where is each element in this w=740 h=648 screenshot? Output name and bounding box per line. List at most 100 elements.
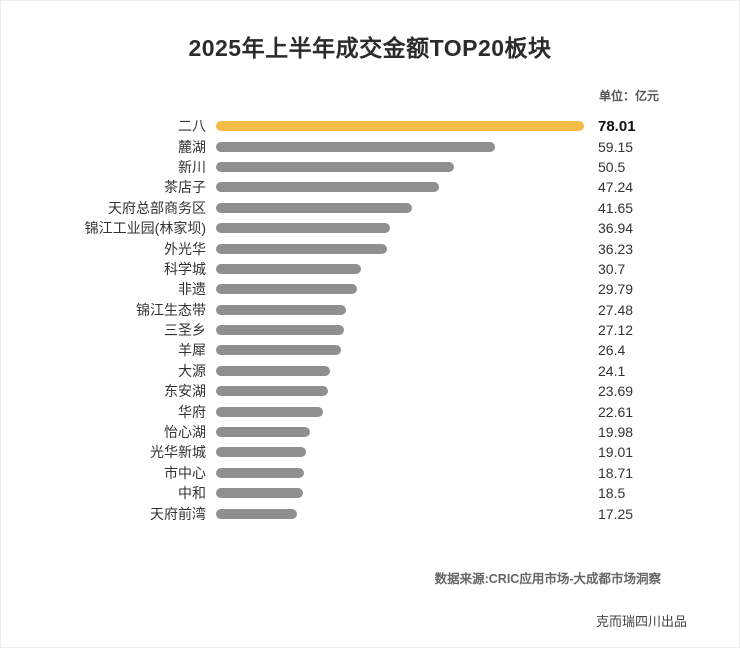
bar-value: 19.01 (598, 444, 634, 461)
bar-row: 大源 24.1 (1, 361, 739, 381)
bar (216, 345, 341, 356)
bar-row: 三圣乡 27.12 (1, 320, 739, 340)
bar-value: 36.94 (598, 220, 634, 237)
bar (216, 508, 298, 519)
bar-label: 外光华 (164, 240, 206, 257)
bar (216, 406, 323, 417)
bar (216, 386, 328, 397)
bar-track (216, 223, 584, 234)
bar-value: 27.48 (598, 301, 634, 318)
bar-label: 二八 (178, 118, 206, 135)
bar-track (216, 161, 584, 172)
chart-title: 2025年上半年成交金额TOP20板块 (188, 35, 552, 61)
bar-row: 天府总部商务区 41.65 (1, 198, 739, 218)
publisher-credit: 克而瑞四川出品 (595, 613, 687, 629)
bar-track (216, 243, 584, 254)
bar-label: 锦江工业园(林家坝) (84, 220, 206, 237)
bar-row: 天府前湾 17.25 (1, 503, 739, 523)
bar-track (216, 263, 584, 274)
bar-track (216, 365, 584, 376)
bar-value: 23.69 (598, 383, 634, 400)
bar-value: 36.23 (598, 240, 634, 257)
bar-value: 78.01 (598, 117, 636, 135)
bar-row: 非遗 29.79 (1, 279, 739, 299)
bar-value: 29.79 (598, 281, 634, 298)
bar-row: 怡心湖 19.98 (1, 422, 739, 442)
bar-label: 天府前湾 (150, 505, 206, 522)
bar-label: 非遗 (178, 281, 206, 298)
bar-value: 18.5 (598, 485, 626, 502)
bar-track (216, 202, 584, 213)
bar-track (216, 121, 584, 132)
bar-value: 50.5 (598, 158, 626, 175)
bar-label: 茶店子 (164, 179, 206, 196)
bar-value: 47.24 (598, 179, 634, 196)
bar-label: 光华新城 (150, 444, 206, 461)
bar-label: 三圣乡 (164, 322, 206, 339)
bar-row: 锦江生态带 27.48 (1, 300, 739, 320)
bar-row: 光华新城 19.01 (1, 442, 739, 462)
bar-row: 中和 18.5 (1, 483, 739, 503)
bar-track (216, 508, 584, 519)
bar-label: 天府总部商务区 (108, 199, 206, 216)
bar-row: 市中心 18.71 (1, 463, 739, 483)
bar-row: 茶店子 47.24 (1, 177, 739, 197)
bar (216, 243, 387, 254)
bar-label: 中和 (178, 485, 206, 502)
bar (216, 325, 344, 336)
bar (216, 427, 311, 438)
bar (216, 121, 584, 132)
bar-row: 东安湖 23.69 (1, 381, 739, 401)
bar-label: 锦江生态带 (136, 301, 206, 318)
bar-label: 华府 (178, 403, 206, 420)
bar-label: 市中心 (164, 464, 206, 481)
bar-track (216, 304, 584, 315)
bar (216, 488, 304, 499)
bar (216, 223, 391, 234)
bar-row: 锦江工业园(林家坝) 36.94 (1, 218, 739, 238)
bar (216, 202, 413, 213)
bar-row: 科学城 30.7 (1, 259, 739, 279)
bar-track (216, 182, 584, 193)
bar (216, 467, 305, 478)
bar (216, 141, 496, 152)
data-source-note: 数据来源:CRIC应用市场-大成都市场洞察 (434, 571, 661, 586)
bar-row: 华府 22.61 (1, 401, 739, 421)
bar-row: 二八 78.01 (1, 116, 739, 136)
bar-value: 17.25 (598, 505, 634, 522)
bar-value: 18.71 (598, 464, 634, 481)
bar-label: 科学城 (164, 260, 206, 277)
bar-label: 新川 (178, 158, 206, 175)
bar-track (216, 284, 584, 295)
bar-value: 19.98 (598, 424, 634, 441)
bar-value: 27.12 (598, 322, 634, 339)
bar (216, 263, 361, 274)
bar-row: 羊犀 26.4 (1, 340, 739, 360)
bar (216, 284, 357, 295)
bar-track (216, 427, 584, 438)
bar-track (216, 488, 584, 499)
bar-value: 26.4 (598, 342, 626, 359)
bar-track (216, 345, 584, 356)
bar-label: 麓湖 (178, 138, 206, 155)
bar (216, 161, 455, 172)
bar-label: 怡心湖 (164, 424, 206, 441)
bar-value: 24.1 (598, 362, 626, 379)
bar-value: 30.7 (598, 260, 626, 277)
bar-track (216, 467, 584, 478)
bar-track (216, 141, 584, 152)
bar (216, 447, 306, 458)
bar-value: 22.61 (598, 403, 634, 420)
bar-track (216, 325, 584, 336)
bar-row: 新川 50.5 (1, 157, 739, 177)
bar (216, 182, 439, 193)
bar-track (216, 386, 584, 397)
bar-rows: 二八 78.01 麓湖 59.15 新川 50.5 茶店子 47.24 天府总部… (1, 116, 739, 524)
bar-label: 羊犀 (178, 342, 206, 359)
unit-label: 单位：亿元 (598, 89, 659, 103)
bar-row: 外光华 36.23 (1, 238, 739, 258)
bar-track (216, 447, 584, 458)
bar-value: 41.65 (598, 199, 634, 216)
bar-label: 大源 (178, 362, 206, 379)
